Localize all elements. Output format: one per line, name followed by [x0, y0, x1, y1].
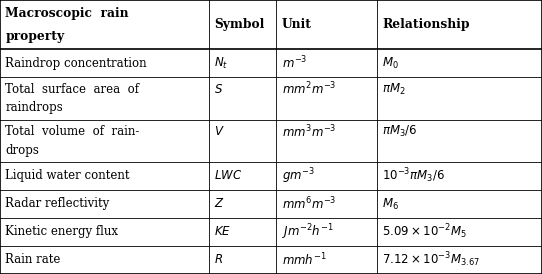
Text: $M_0$: $M_0$ — [382, 56, 399, 71]
Text: $mmh^{-1}$: $mmh^{-1}$ — [282, 252, 326, 268]
Text: Macroscopic  rain: Macroscopic rain — [5, 7, 129, 20]
Text: $\pi M_2$: $\pi M_2$ — [382, 82, 406, 97]
Text: $KE$: $KE$ — [214, 226, 231, 238]
Text: $10^{-3}\pi M_3/6$: $10^{-3}\pi M_3/6$ — [382, 167, 445, 185]
Text: $V$: $V$ — [214, 125, 225, 138]
Text: Liquid water content: Liquid water content — [5, 170, 130, 182]
Text: Symbol: Symbol — [214, 18, 264, 31]
Text: Kinetic energy flux: Kinetic energy flux — [5, 226, 118, 238]
Text: $Jm^{-2}h^{-1}$: $Jm^{-2}h^{-1}$ — [282, 222, 333, 242]
Text: Unit: Unit — [282, 18, 312, 31]
Text: drops: drops — [5, 144, 39, 157]
Text: $S$: $S$ — [214, 83, 223, 96]
Text: $gm^{-3}$: $gm^{-3}$ — [282, 166, 315, 186]
Text: $mm^6m^{-3}$: $mm^6m^{-3}$ — [282, 196, 337, 212]
Text: $\pi M_3/6$: $\pi M_3/6$ — [382, 124, 418, 139]
Text: Radar reflectivity: Radar reflectivity — [5, 198, 109, 210]
Text: $R$: $R$ — [214, 253, 223, 267]
Text: $5.09 \times 10^{-2}M_5$: $5.09 \times 10^{-2}M_5$ — [382, 223, 467, 241]
Text: Relationship: Relationship — [382, 18, 469, 31]
Text: $Z$: $Z$ — [214, 198, 224, 210]
Text: Rain rate: Rain rate — [5, 253, 61, 267]
Text: $mm^3m^{-3}$: $mm^3m^{-3}$ — [282, 123, 337, 140]
Text: $7.12 \times 10^{-3}M_{3.67}$: $7.12 \times 10^{-3}M_{3.67}$ — [382, 251, 480, 269]
Text: $m^{-3}$: $m^{-3}$ — [282, 55, 307, 72]
Text: $M_6$: $M_6$ — [382, 196, 399, 212]
Text: raindrops: raindrops — [5, 101, 63, 114]
Text: $mm^2m^{-3}$: $mm^2m^{-3}$ — [282, 81, 337, 98]
Text: $N_t$: $N_t$ — [214, 56, 228, 71]
Text: Total  surface  area  of: Total surface area of — [5, 83, 139, 96]
Text: property: property — [5, 30, 64, 42]
Text: Total  volume  of  rain-: Total volume of rain- — [5, 125, 140, 138]
Text: Raindrop concentration: Raindrop concentration — [5, 57, 147, 70]
Text: $LWC$: $LWC$ — [214, 170, 242, 182]
